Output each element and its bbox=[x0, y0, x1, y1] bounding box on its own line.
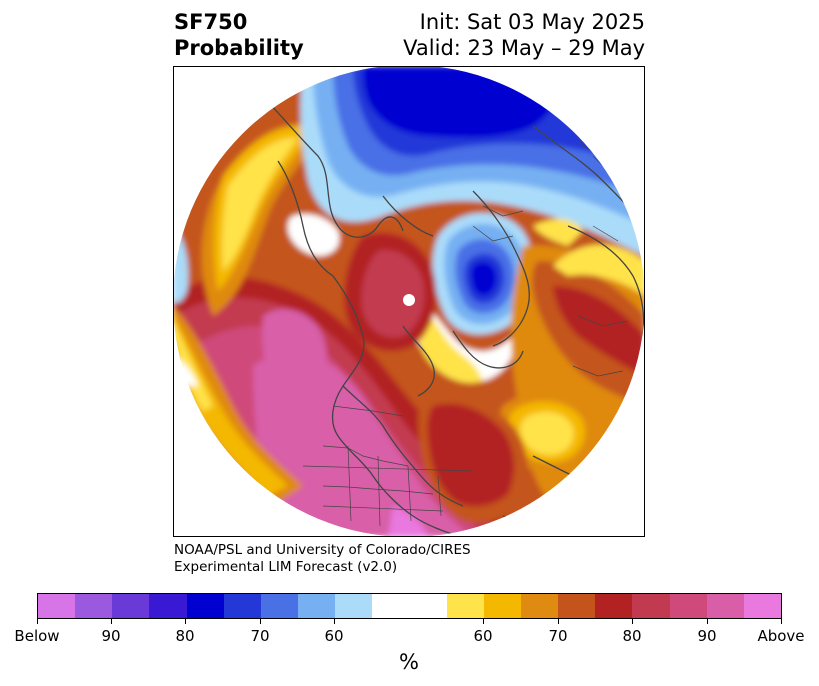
colorbar-tick-label: 80 bbox=[175, 627, 195, 645]
colorbar-tick bbox=[632, 619, 633, 624]
colorbar-segment bbox=[595, 594, 633, 618]
colorbar-segment bbox=[372, 594, 447, 618]
country-borders bbox=[302, 125, 629, 527]
colorbar-tick bbox=[37, 619, 38, 624]
colorbar-segment bbox=[335, 594, 373, 618]
credit-text: NOAA/PSL and University of Colorado/CIRE… bbox=[174, 542, 471, 576]
colorbar-tick bbox=[260, 619, 261, 624]
colorbar-segment bbox=[186, 594, 224, 618]
colorbar-tick bbox=[781, 619, 782, 624]
colorbar-tick-label: 90 bbox=[697, 627, 717, 645]
probability-contours bbox=[173, 66, 645, 537]
colorbar-tick-label: 70 bbox=[250, 627, 270, 645]
colorbar-segment bbox=[112, 594, 150, 618]
map-frame bbox=[173, 66, 645, 537]
colorbar-tick bbox=[483, 619, 484, 624]
colorbar-tick-label: 60 bbox=[324, 627, 344, 645]
colorbar-tick-label: 90 bbox=[101, 627, 121, 645]
colorbar-tick bbox=[111, 619, 112, 624]
map-title: SF750 Probability bbox=[174, 9, 304, 61]
init-date: Init: Sat 03 May 2025 bbox=[419, 10, 645, 34]
colorbar-segment bbox=[223, 594, 261, 618]
colorbar-segment bbox=[632, 594, 670, 618]
credit-line-1: NOAA/PSL and University of Colorado/CIRE… bbox=[174, 542, 471, 558]
colorbar-tick-label: 80 bbox=[622, 627, 642, 645]
variable-name: SF750 bbox=[174, 10, 248, 34]
valid-range: Valid: 23 May – 29 May bbox=[403, 36, 645, 60]
colorbar-unit-label: % bbox=[399, 650, 419, 674]
credit-line-2: Experimental LIM Forecast (v2.0) bbox=[174, 559, 398, 575]
colorbar-tick-label: Above bbox=[757, 627, 805, 645]
colorbar-tick bbox=[558, 619, 559, 624]
colorbar-segment bbox=[521, 594, 559, 618]
colorbar-segment bbox=[38, 594, 76, 618]
colorbar-tick-label: 60 bbox=[473, 627, 493, 645]
colorbar-tick bbox=[334, 619, 335, 624]
probability-map bbox=[173, 66, 645, 537]
colorbar bbox=[37, 593, 782, 619]
variable-subtitle: Probability bbox=[174, 36, 304, 60]
colorbar-segment bbox=[149, 594, 187, 618]
colorbar-tick-label: Below bbox=[14, 627, 60, 645]
colorbar-segment bbox=[558, 594, 596, 618]
colorbar-segment bbox=[483, 594, 522, 618]
colorbar-segment bbox=[260, 594, 299, 618]
colorbar-tick-label: 70 bbox=[548, 627, 568, 645]
colorbar-segment bbox=[669, 594, 707, 618]
colorbar-segment bbox=[298, 594, 336, 618]
forecast-dates: Init: Sat 03 May 2025 Valid: 23 May – 29… bbox=[330, 9, 645, 61]
colorbar-segment bbox=[446, 594, 484, 618]
colorbar-tick bbox=[185, 619, 186, 624]
colorbar-segment bbox=[75, 594, 113, 618]
colorbar-tick bbox=[707, 619, 708, 624]
colorbar-segment bbox=[743, 594, 782, 618]
colorbar-segment bbox=[706, 594, 744, 618]
